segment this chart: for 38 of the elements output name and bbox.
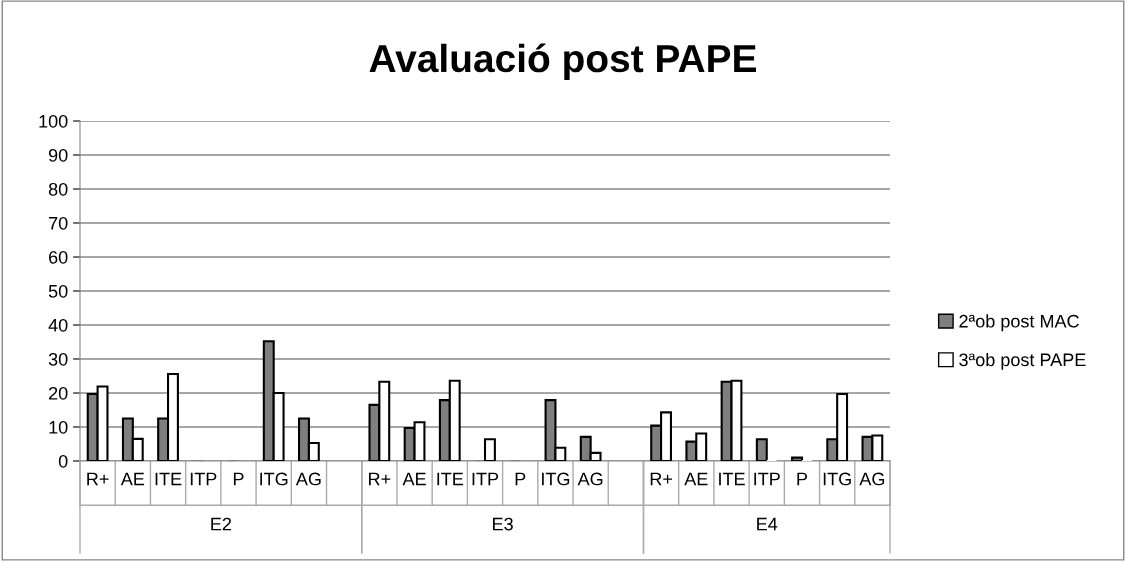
x-tick-label: ITE <box>719 472 745 486</box>
x-tick-label: P <box>797 472 808 486</box>
x-tick-label: ITP <box>754 472 780 486</box>
x-tick-label: ITE <box>155 472 182 486</box>
legend-label: 3ªob post PAPE <box>959 352 1086 370</box>
y-tick-label: 70 <box>49 216 68 230</box>
y-tick-label: 80 <box>48 182 68 196</box>
y-tick-label: 10 <box>49 420 68 434</box>
x-tick-label: AE <box>684 472 708 486</box>
x-tick-label: R+ <box>650 472 672 486</box>
x-tick-label: AE <box>402 472 426 486</box>
y-tick-label: 30 <box>48 352 68 366</box>
chart-title: Avaluació post PAPE <box>369 43 756 81</box>
text: E3 <box>493 517 513 531</box>
y-tick-label: 20 <box>49 386 68 400</box>
x-tick-label: AG <box>295 472 321 486</box>
x-tick-label: ITP <box>190 472 217 486</box>
legend-label: 2ªob post MAC <box>959 314 1079 332</box>
x-tick-label: R+ <box>87 472 109 486</box>
x-tick-label: ITG <box>260 472 288 486</box>
text: E4 <box>757 517 778 531</box>
x-tick-label: ITG <box>542 472 570 486</box>
x-tick-label: AG <box>577 472 603 486</box>
x-tick-label: ITG <box>823 472 851 486</box>
y-tick-label: 0 <box>58 454 68 468</box>
y-tick-label: 50 <box>48 284 68 298</box>
x-tick-label: AG <box>859 472 885 486</box>
text: E2 <box>211 517 232 531</box>
x-tick-label: P <box>515 472 526 486</box>
y-tick-label: 90 <box>48 148 68 162</box>
x-tick-label: R+ <box>369 472 391 486</box>
y-tick-label: 60 <box>49 250 68 264</box>
y-tick-label: 100 <box>39 114 68 128</box>
x-tick-label: ITP <box>472 472 499 486</box>
x-tick-label: AE <box>120 472 145 486</box>
x-tick-label: ITE <box>437 472 464 486</box>
y-tick-label: 40 <box>48 318 68 332</box>
x-tick-label: P <box>233 472 244 486</box>
